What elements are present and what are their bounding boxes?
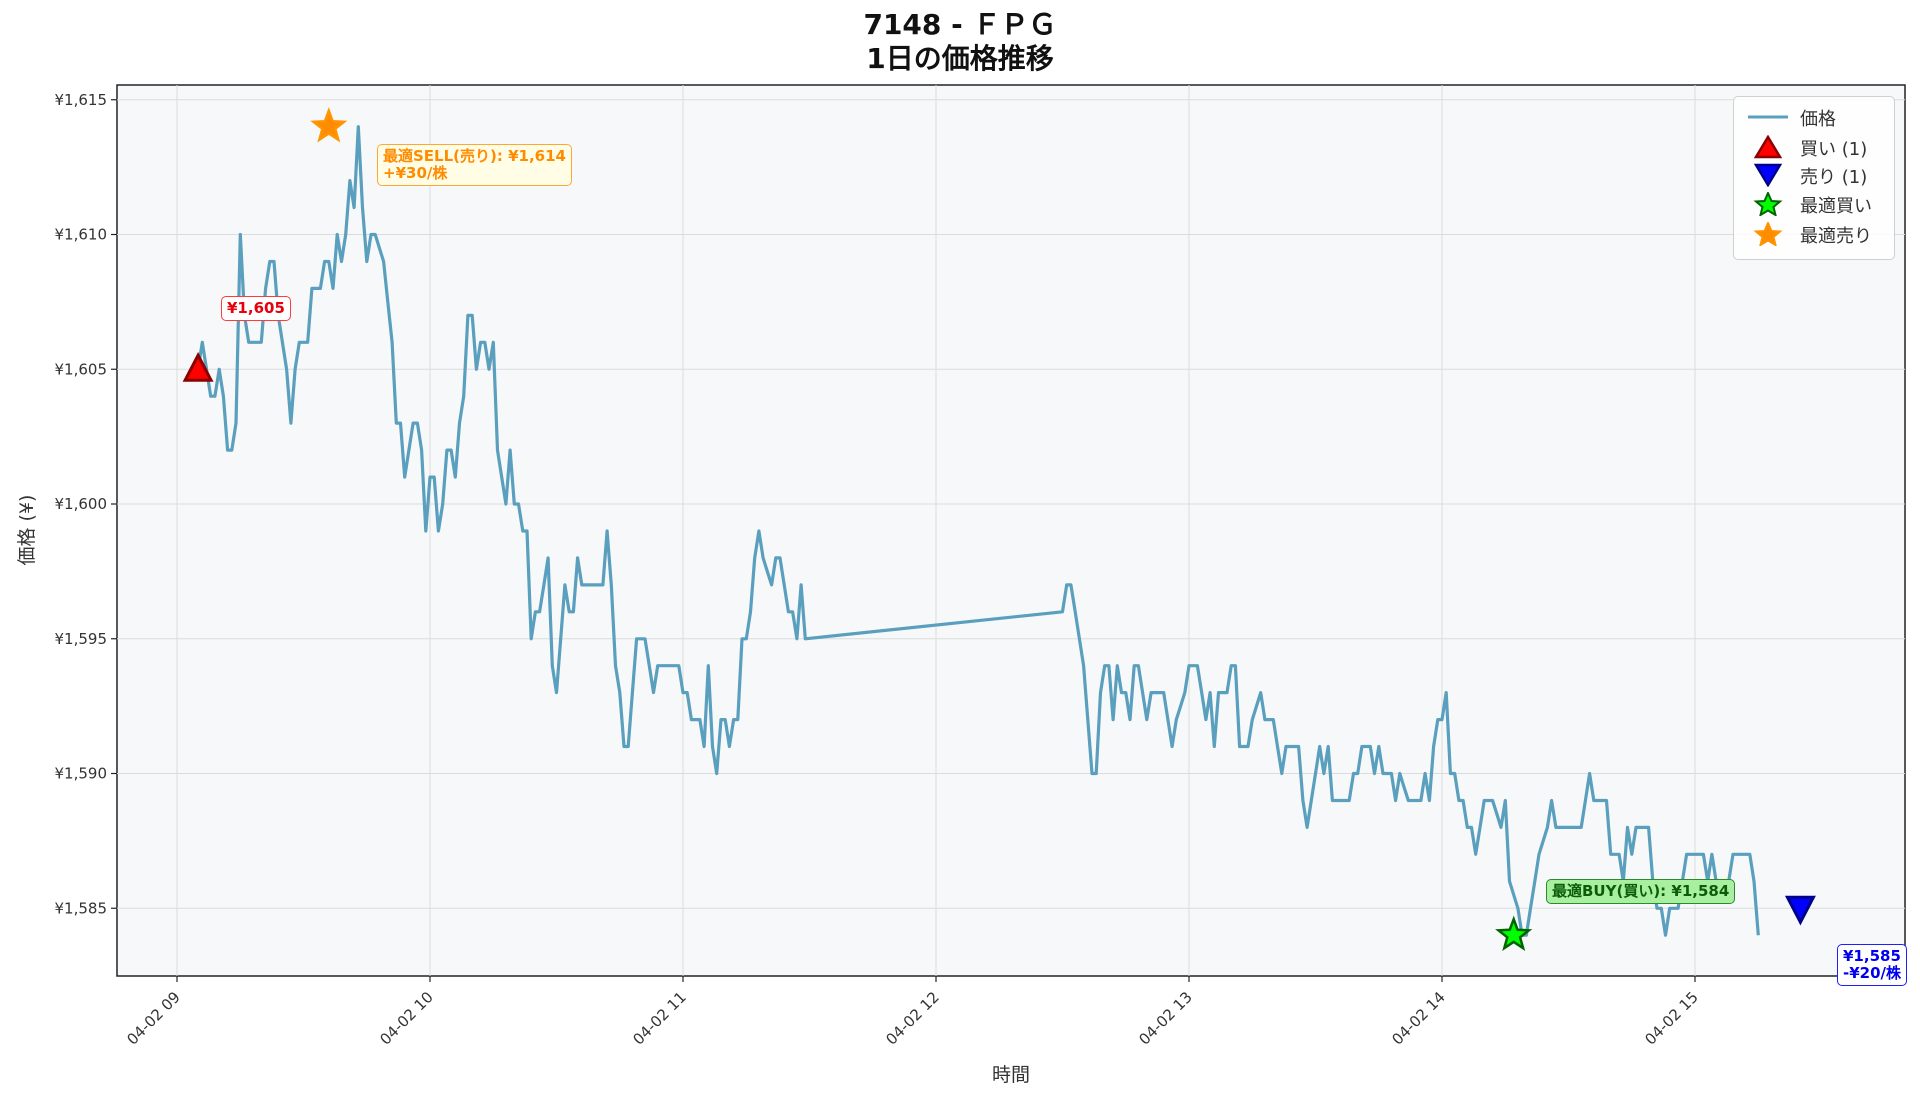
x-tick-label: 04-02 15 (1641, 988, 1701, 1048)
sell-annotation: ¥1,585 -¥20/株 (1837, 944, 1908, 986)
star-orange-icon (1753, 222, 1783, 246)
x-tick-label: 04-02 11 (629, 988, 689, 1048)
buy-price-text: ¥1,605 (227, 299, 285, 317)
chart-title-line2: 1日の価格推移 (866, 42, 1054, 75)
x-axis-ticks: 04-02 09 04-02 10 04-02 11 04-02 12 04-02 13… (123, 976, 1702, 1049)
y-axis-label: 価格 (¥) (16, 495, 38, 566)
best-buy-annotation: 最適BUY(買い): ¥1,584 (1546, 879, 1736, 904)
legend-best-buy: 最適買い (1800, 196, 1872, 217)
y-tick-label: ¥1,590 (55, 765, 108, 783)
grid-lines (117, 85, 1905, 976)
x-tick-label: 04-02 12 (882, 988, 942, 1048)
sell-loss-text: -¥20/株 (1843, 964, 1902, 982)
buy-price-annotation: ¥1,605 (221, 296, 291, 321)
y-tick-label: ¥1,610 (55, 226, 108, 244)
sell-price-text: ¥1,585 (1843, 947, 1901, 965)
chart-legend: 価格 買い (1) 売り (1) 最適買い 最適売り (1733, 96, 1895, 260)
legend-sell: 売り (1) (1800, 167, 1868, 188)
y-tick-label: ¥1,585 (55, 899, 108, 917)
legend-best-sell: 最適売り (1800, 226, 1872, 247)
sell-marker-icon (1784, 895, 1816, 926)
buy-marker-icon (182, 351, 214, 382)
triangle-up-icon (1753, 135, 1783, 159)
y-axis-ticks: ¥1,585 ¥1,590 ¥1,595 ¥1,600 ¥1,605 ¥1,610 ¥1,6… (55, 91, 117, 917)
best-buy-text: 最適BUY(買い): ¥1,584 (1552, 882, 1730, 900)
best-sell-profit: +¥30/株 (383, 164, 448, 182)
x-tick-label: 04-02 09 (123, 988, 183, 1048)
plot-area (116, 84, 1906, 977)
best-sell-star-icon (310, 107, 348, 143)
y-tick-label: ¥1,595 (55, 630, 108, 648)
star-green-icon (1753, 192, 1783, 216)
x-axis-label: 時間 (992, 1064, 1030, 1086)
chart-title: 7148 - ＦＰＧ 1日の価格推移 (0, 8, 1920, 76)
best-sell-text: 最適SELL(売り): ¥1,614 (383, 147, 566, 165)
chart-title-line1: 7148 - ＦＰＧ (863, 8, 1057, 41)
y-tick-label: ¥1,605 (55, 360, 108, 378)
x-tick-label: 04-02 13 (1135, 988, 1195, 1048)
x-tick-label: 04-02 14 (1388, 988, 1448, 1048)
x-tick-label: 04-02 10 (376, 988, 436, 1048)
y-tick-label: ¥1,600 (55, 495, 108, 513)
line-legend-icon (1748, 115, 1788, 119)
best-buy-star-icon (1495, 915, 1533, 951)
best-sell-annotation: 最適SELL(売り): ¥1,614 +¥30/株 (377, 144, 572, 186)
y-tick-label: ¥1,615 (55, 91, 108, 109)
trade-markers (182, 107, 1816, 951)
triangle-down-icon (1753, 163, 1783, 187)
legend-price: 価格 (1800, 109, 1836, 130)
legend-buy: 買い (1) (1800, 139, 1868, 160)
price-line (196, 125, 1760, 937)
